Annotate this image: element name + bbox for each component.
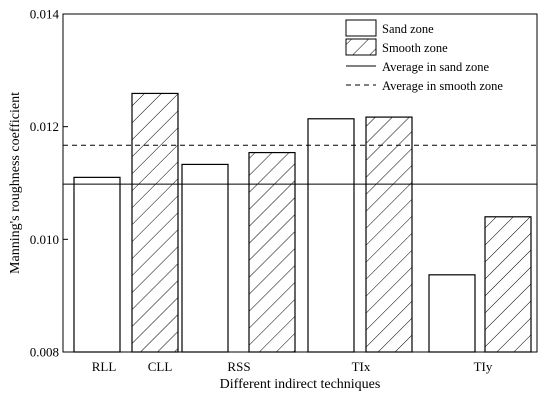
- bar-smooth-zone-tiy: [484, 216, 532, 353]
- y-tick-label: 0.008: [30, 345, 59, 360]
- bar-smooth-zone-tix: [365, 116, 413, 353]
- bar-smooth-zone-cll: [131, 92, 179, 353]
- legend-swatch-smooth-zone: [345, 38, 377, 56]
- bars: [73, 92, 532, 353]
- legend-swatch-sand-zone: [345, 19, 377, 37]
- x-tick-label-tix: TIx: [352, 359, 371, 374]
- bar-sand-zone-tiy: [428, 274, 476, 353]
- y-axis-label: Manning's roughness coefficient: [8, 92, 23, 274]
- reference-lines: [63, 144, 537, 185]
- bar-sand-zone-rll: [73, 176, 121, 353]
- y-tick-label: 0.012: [30, 119, 59, 134]
- x-tick-label-tiy: TIy: [474, 359, 493, 374]
- legend-label-average-smooth: Average in smooth zone: [382, 79, 503, 93]
- y-axis: 0.008 0.010 0.012 0.014: [30, 7, 68, 360]
- bar-sand-zone-tix: [307, 118, 355, 353]
- x-tick-label-rll: RLL: [92, 359, 117, 374]
- legend: Sand zone Smooth zone Average in sand zo…: [345, 19, 503, 93]
- x-axis-label: Different indirect techniques: [220, 377, 381, 392]
- x-tick-label-rss: RSS: [227, 359, 250, 374]
- y-tick-label: 0.014: [30, 7, 60, 22]
- legend-label-average-sand: Average in sand zone: [382, 60, 489, 74]
- x-axis: RLL CLL RSS TIx TIy: [92, 359, 493, 374]
- y-tick-label: 0.010: [30, 232, 59, 247]
- bar-smooth-zone-rss: [248, 151, 296, 353]
- legend-label-smooth-zone: Smooth zone: [382, 41, 448, 55]
- bar-sand-zone-rss: [181, 163, 229, 353]
- plot-frame: [62, 13, 538, 353]
- x-tick-label-cll: CLL: [148, 359, 173, 374]
- legend-label-sand-zone: Sand zone: [382, 22, 434, 36]
